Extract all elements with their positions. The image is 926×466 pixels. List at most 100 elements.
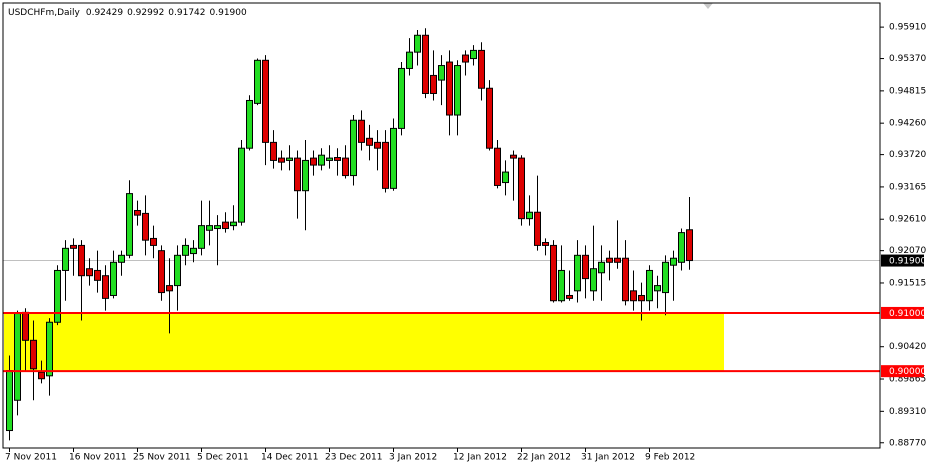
candle-body	[414, 34, 421, 53]
candle-body	[70, 244, 77, 249]
candle-body	[630, 290, 637, 302]
candle-body	[678, 232, 685, 263]
y-tick-label: 0.89865	[889, 375, 926, 385]
candle-body	[606, 257, 613, 263]
candle-body	[502, 171, 509, 184]
candle-body	[598, 261, 605, 274]
candle-body	[214, 225, 221, 230]
candle-body	[686, 229, 693, 262]
candle-body	[550, 244, 557, 302]
y-tick-label: 0.95370	[889, 54, 926, 64]
candle-body	[566, 294, 573, 299]
candle-body	[270, 141, 277, 161]
x-tick-label: 5 Dec 2011	[197, 453, 249, 463]
x-tick-label: 23 Dec 2011	[325, 453, 383, 463]
y-tick-label: 0.90420	[889, 342, 926, 352]
candle-body	[190, 247, 197, 255]
candle-body	[422, 34, 429, 94]
candle-body	[662, 261, 669, 294]
candle-body	[542, 242, 549, 246]
x-tick-label: 22 Jan 2012	[517, 453, 571, 463]
y-tick-label: 0.88770	[889, 438, 926, 448]
candle-body	[646, 269, 653, 302]
plot-frame	[2, 2, 881, 449]
candle-body	[126, 193, 133, 256]
y-tick-label: 0.95910	[889, 23, 926, 33]
candle-body	[366, 137, 373, 146]
x-tick-label: 9 Feb 2012	[645, 453, 695, 463]
candle-body	[78, 244, 85, 277]
y-tick-label: 0.89310	[889, 407, 926, 417]
candle-body	[86, 268, 93, 277]
candle-body	[486, 87, 493, 149]
candle-body	[558, 269, 565, 302]
candle-body	[182, 244, 189, 256]
hline-label: 0.90000	[889, 367, 926, 377]
header-low: 0.91742	[168, 8, 205, 18]
candle-body	[158, 250, 165, 294]
candle-body	[310, 157, 317, 166]
candle-body	[102, 275, 109, 299]
candle-body	[286, 157, 293, 161]
candle-body	[142, 212, 149, 241]
header-close: 0.91900	[210, 8, 247, 18]
candle-body	[390, 127, 397, 189]
x-tick-label: 7 Nov 2011	[5, 453, 57, 463]
candle-body	[206, 225, 213, 231]
y-tick-label: 0.91515	[889, 278, 926, 288]
candle-body	[326, 157, 333, 161]
x-tick-label: 14 Dec 2011	[261, 453, 319, 463]
candle-body	[174, 254, 181, 287]
candle-body	[134, 209, 141, 216]
candle-body	[358, 119, 365, 143]
candle-body	[150, 237, 157, 246]
candle-body	[382, 141, 389, 189]
candle-body	[222, 221, 229, 230]
candle-body	[430, 74, 437, 94]
candle-body	[374, 141, 381, 149]
candle-body	[246, 99, 253, 149]
candle-body	[406, 51, 413, 69]
y-tick-label: 0.93720	[889, 150, 926, 160]
candle-body	[54, 269, 61, 323]
candle-body	[62, 247, 69, 271]
y-tick-label: 0.94260	[889, 119, 926, 129]
candle-body	[278, 157, 285, 163]
candle-body	[398, 67, 405, 129]
candle-body	[478, 49, 485, 89]
candle-body	[30, 339, 37, 370]
candle-body	[118, 254, 125, 263]
header-high: 0.92992	[127, 8, 164, 18]
candle-body	[534, 211, 541, 246]
y-tick-label: 0.92070	[889, 246, 926, 256]
chart-header: USDCHFm,Daily 0.92429 0.92992 0.91742 0.9190…	[8, 8, 247, 18]
candle-body	[14, 313, 21, 401]
candle-body	[582, 254, 589, 280]
candle-body	[198, 225, 205, 249]
candle-body	[446, 61, 453, 116]
candle-body	[670, 257, 677, 266]
y-tick-label: 0.93165	[889, 182, 926, 192]
x-tick-label: 16 Nov 2011	[69, 453, 127, 463]
hline-label-box	[881, 306, 924, 319]
candle-body	[318, 154, 325, 166]
candle-body	[342, 157, 349, 177]
candle-body	[350, 119, 357, 177]
candle-body	[166, 285, 173, 292]
candle-body	[22, 311, 29, 341]
current-price-label-box	[881, 254, 924, 267]
x-tick-label: 3 Jan 2012	[389, 453, 437, 463]
candle-body	[438, 65, 445, 81]
candle-body	[462, 54, 469, 63]
chart-shift-marker	[703, 3, 713, 9]
candle-body	[614, 257, 621, 263]
candle-body	[470, 49, 477, 60]
candle-body	[574, 254, 581, 292]
hline-label: 0.91000	[889, 309, 926, 319]
candle-body	[494, 147, 501, 186]
x-tick-label: 31 Jan 2012	[581, 453, 635, 463]
candle-body	[6, 370, 13, 432]
